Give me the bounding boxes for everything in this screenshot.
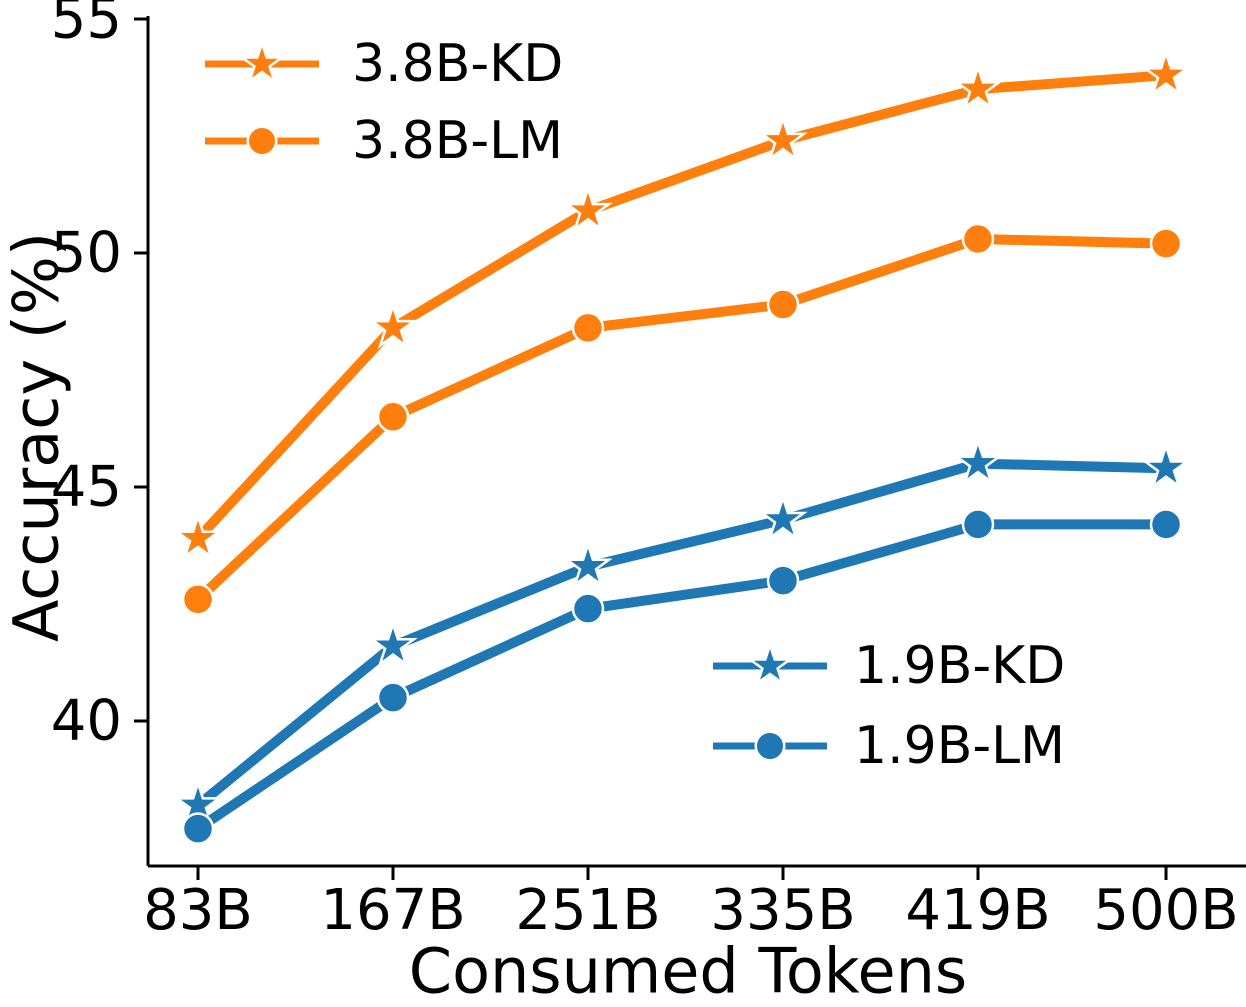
y-tick-label: 45 bbox=[51, 455, 122, 520]
star-marker-icon bbox=[368, 620, 418, 668]
legend-entry-3.8B-KD: 3.8B-KD bbox=[205, 34, 563, 94]
circle-marker-icon bbox=[246, 125, 278, 157]
circle-marker-icon bbox=[961, 508, 995, 541]
legend-entry-1.9B-KD: 1.9B-KD bbox=[713, 636, 1065, 696]
star-marker-icon bbox=[1141, 49, 1191, 97]
x-tick-label: 500B bbox=[1093, 878, 1238, 943]
y-axis-title: Accuracy (%) bbox=[0, 232, 73, 642]
series-1.9B-KD bbox=[173, 437, 1191, 827]
circle-marker-icon bbox=[766, 564, 800, 597]
circle-marker-icon bbox=[571, 592, 605, 625]
circle-marker-icon bbox=[961, 222, 995, 256]
series-1.9B-LM bbox=[181, 508, 1183, 845]
legend-entry-1.9B-LM: 1.9B-LM bbox=[713, 716, 1065, 776]
x-axis-title: Consumed Tokens bbox=[409, 934, 967, 1007]
series-line bbox=[193, 70, 1171, 544]
x-tick-label: 83B bbox=[143, 878, 253, 943]
star-marker-icon bbox=[173, 512, 223, 560]
series-layer bbox=[173, 49, 1191, 845]
circle-marker-icon bbox=[571, 311, 605, 345]
series-3.8B-KD bbox=[173, 49, 1191, 560]
legend-label: 3.8B-LM bbox=[352, 111, 563, 171]
circle-marker-icon bbox=[754, 730, 786, 762]
legend-label: 1.9B-LM bbox=[854, 716, 1065, 776]
star-marker-icon bbox=[238, 39, 286, 85]
star-marker-icon bbox=[563, 540, 613, 588]
y-tick-label: 55 bbox=[51, 0, 122, 52]
circle-marker-icon bbox=[181, 812, 215, 845]
x-tick-label: 419B bbox=[905, 878, 1050, 943]
legend-label: 3.8B-KD bbox=[352, 34, 563, 94]
y-tick-label: 40 bbox=[51, 689, 122, 754]
star-marker-icon bbox=[953, 63, 1003, 111]
axes: 55 50 45 40 83B 167B 251B 335B 419B 500B bbox=[51, 0, 1246, 943]
circle-marker-icon bbox=[376, 400, 410, 434]
series-line bbox=[193, 458, 1171, 811]
series-3.8B-LM bbox=[181, 222, 1183, 616]
star-marker-icon bbox=[746, 641, 794, 687]
circle-marker-icon bbox=[376, 681, 410, 714]
circle-marker-icon bbox=[1149, 508, 1183, 541]
legend-layer: 3.8B-KD 3.8B-LM 1.9B-KD 1.9B-LM bbox=[205, 34, 1065, 776]
series-line bbox=[193, 234, 1171, 605]
circle-marker-icon bbox=[1149, 227, 1183, 260]
x-tick-label: 335B bbox=[710, 878, 855, 943]
star-marker-icon bbox=[1141, 442, 1191, 490]
star-marker-icon bbox=[368, 301, 418, 349]
star-marker-icon bbox=[758, 493, 808, 541]
x-tick-label: 167B bbox=[320, 878, 465, 943]
star-marker-icon bbox=[953, 437, 1003, 485]
legend-entry-3.8B-LM: 3.8B-LM bbox=[205, 111, 563, 171]
circle-marker-icon bbox=[181, 583, 215, 616]
series-line bbox=[193, 519, 1171, 834]
circle-marker-icon bbox=[766, 288, 800, 321]
star-marker-icon bbox=[758, 114, 808, 162]
x-tick-label: 251B bbox=[515, 878, 660, 943]
legend-label: 1.9B-KD bbox=[854, 636, 1065, 696]
star-marker-icon bbox=[563, 184, 613, 232]
y-tick-label: 50 bbox=[51, 221, 122, 286]
